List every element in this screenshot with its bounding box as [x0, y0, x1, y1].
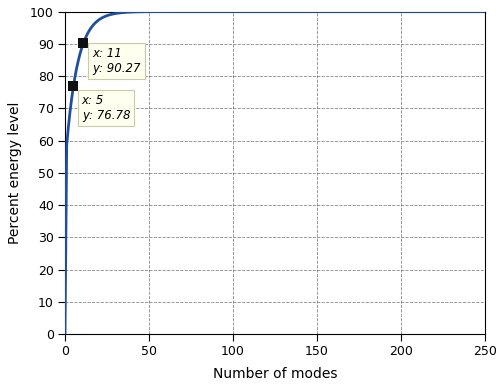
Text: x: 11
y: 90.27: x: 11 y: 90.27: [92, 47, 140, 75]
Y-axis label: Percent energy level: Percent energy level: [8, 102, 22, 244]
X-axis label: Number of modes: Number of modes: [213, 366, 337, 381]
Text: x: 5
y: 76.78: x: 5 y: 76.78: [82, 94, 130, 122]
